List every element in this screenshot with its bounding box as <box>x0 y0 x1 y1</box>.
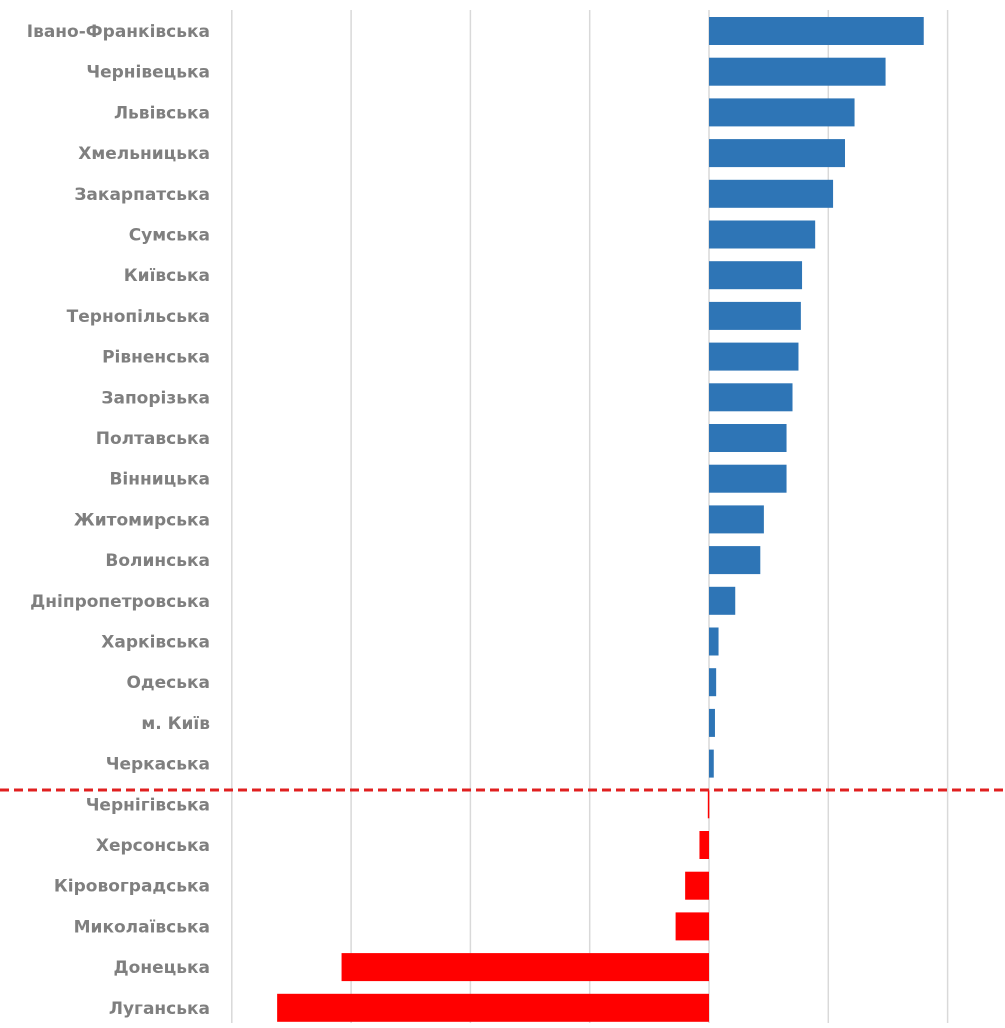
bar <box>709 383 793 412</box>
category-label: Чернігівська <box>86 795 210 815</box>
bars <box>277 17 924 1022</box>
category-label: Харківська <box>101 633 210 653</box>
bar <box>709 749 714 778</box>
category-label: Чернівецька <box>86 63 210 83</box>
bar <box>709 627 719 656</box>
bar <box>341 953 709 982</box>
bar <box>709 464 787 493</box>
category-label: Івано-Франківська <box>27 22 210 42</box>
bar <box>709 708 715 737</box>
bar <box>709 220 816 249</box>
bar <box>709 424 787 452</box>
category-label: Полтавська <box>96 429 210 449</box>
category-label: Вінницька <box>109 470 210 490</box>
category-label: Дніпропетровська <box>30 592 210 612</box>
category-label: Київська <box>124 266 210 286</box>
bar <box>709 586 736 615</box>
category-label: Волинська <box>105 551 210 571</box>
bar <box>675 912 709 941</box>
category-label: Рівненська <box>102 348 210 368</box>
bar <box>709 546 761 575</box>
category-label: Хмельницька <box>78 144 210 164</box>
bar <box>709 505 764 534</box>
category-label: Закарпатська <box>74 185 210 205</box>
bar <box>709 261 803 290</box>
bar <box>707 790 710 819</box>
category-label: Одеська <box>126 673 210 693</box>
category-label: Житомирська <box>74 510 210 530</box>
bar <box>709 139 846 168</box>
bar <box>277 993 709 1022</box>
bar <box>709 98 855 127</box>
bar <box>699 831 709 859</box>
category-labels: Івано-Франківська Чернівецька Львівська Хме… <box>27 22 210 1019</box>
bar <box>685 871 709 900</box>
bar <box>709 668 717 697</box>
bar <box>709 342 799 371</box>
category-label: Сумська <box>129 226 210 246</box>
bar <box>709 17 924 45</box>
bar <box>709 57 886 86</box>
category-label: Запорізька <box>101 388 210 408</box>
category-label: Миколаївська <box>74 917 210 937</box>
category-label: Тернопільська <box>67 307 210 327</box>
bar <box>709 179 834 208</box>
category-label: Донецька <box>114 958 210 978</box>
category-label: Черкаська <box>106 755 210 775</box>
category-label: Львівська <box>114 103 210 123</box>
category-label: Херсонська <box>96 836 210 856</box>
category-label: Кіровоградська <box>54 877 210 897</box>
category-label: Луганська <box>109 999 210 1019</box>
bar <box>709 301 801 330</box>
category-label: м. Київ <box>141 714 210 734</box>
